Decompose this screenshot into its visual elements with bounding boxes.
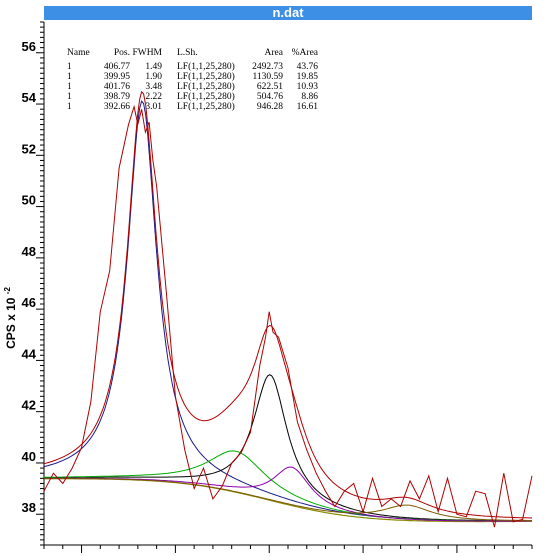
table-cell: 19.85 [297, 72, 319, 82]
table-cell: 406.77 [104, 62, 130, 72]
table-cell: 43.76 [297, 62, 319, 72]
fit-curves [43, 90, 533, 523]
y-tick-labels: 38 40 42 44 46 48 50 52 54 56 [22, 39, 37, 515]
table-cell: 946.28 [257, 102, 283, 112]
y-tick-label: 50 [22, 193, 36, 208]
y-tick-label: 42 [22, 398, 36, 413]
table-header-cell: Pos. [114, 48, 130, 58]
table-cell: 1 [67, 72, 72, 82]
envelope-curve [43, 90, 533, 519]
component-peak-1 [43, 100, 532, 522]
y-axis-title-text: CPS x 10 [4, 297, 18, 349]
y-tick-label: 44 [22, 346, 37, 361]
table-cell: 2492.73 [252, 62, 283, 72]
y-tick-label: 54 [22, 90, 37, 105]
table-cell: 1 [67, 62, 72, 72]
table-cell: 622.51 [257, 82, 283, 92]
table-header-cell: %Area [292, 48, 319, 58]
axes [36, 21, 533, 553]
table-header-cell: L.Sh. [177, 48, 198, 58]
y-axis-title-exponent: -2 [3, 287, 12, 295]
table-cell: LF(1,1,25,280) [177, 71, 235, 82]
y-tick-label: 56 [22, 39, 36, 54]
table-cell: 399.95 [104, 72, 130, 82]
chart-title-bar: n.dat [44, 6, 532, 20]
chart-title: n.dat [272, 5, 304, 20]
y-axis-title: CPS x 10 -2 [3, 287, 18, 349]
table-cell: LF(1,1,25,280) [177, 101, 235, 112]
table-cell: 2.22 [145, 92, 162, 102]
y-tick-label: 48 [22, 244, 36, 259]
table-cell: 3.48 [145, 82, 162, 92]
y-tick-label: 46 [22, 295, 36, 310]
component-peak-5 [44, 478, 532, 521]
table-cell: 10.93 [297, 82, 319, 92]
table-header-cell: Name [67, 48, 90, 58]
table-header-cell: FWHM [132, 48, 162, 58]
table-cell: 398.79 [104, 92, 130, 102]
y-tick-label: 52 [22, 141, 36, 156]
component-peak-3 [43, 450, 532, 522]
table-cell: LF(1,1,25,280) [177, 91, 235, 102]
table-cell: 1130.59 [252, 72, 283, 82]
table-cell: LF(1,1,25,280) [177, 61, 235, 72]
table-cell: 1 [67, 82, 72, 92]
table-cell: 1 [67, 92, 72, 102]
raw-data-series [43, 104, 533, 528]
table-cell: 504.76 [257, 92, 283, 102]
y-tick-label: 38 [22, 500, 36, 515]
peak-table: Name Pos. FWHM L.Sh. Area %Area 1 406.77 1.49 LF(… [67, 48, 319, 112]
table-cell: 8.86 [301, 92, 318, 102]
table-cell: 16.61 [297, 102, 319, 112]
raw-data-line [43, 104, 533, 528]
table-cell: LF(1,1,25,280) [177, 81, 235, 92]
y-tick-label: 40 [22, 449, 36, 464]
table-cell: 392.66 [104, 102, 130, 112]
table-cell: 1.49 [145, 62, 162, 72]
table-cell: 3.01 [145, 102, 162, 112]
table-cell: 1 [67, 102, 72, 112]
table-cell: 1.90 [145, 72, 162, 82]
table-header-cell: Area [265, 48, 284, 58]
table-cell: 401.76 [104, 82, 130, 92]
